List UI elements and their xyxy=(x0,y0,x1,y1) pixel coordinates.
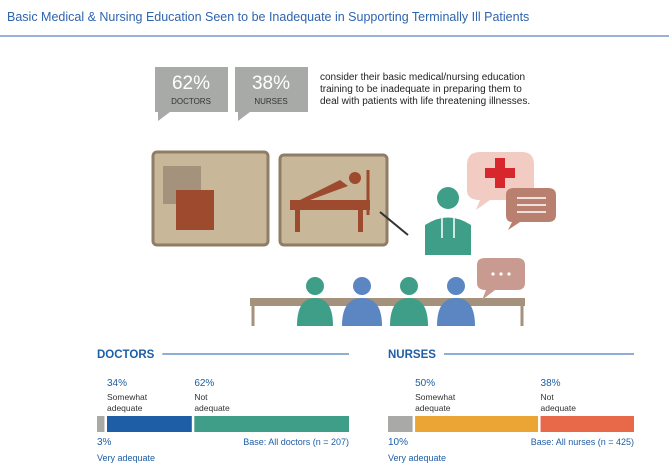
segment-label: Very adequate xyxy=(388,453,446,463)
value-label: 50% xyxy=(415,378,435,389)
base-note: Base: All nurses (n = 425) xyxy=(531,437,634,447)
bar-segment xyxy=(415,416,539,432)
segment-label: Very adequate xyxy=(97,453,155,463)
segment-label: Somewhat adequate xyxy=(107,392,148,413)
value-label: 38% xyxy=(541,378,561,389)
callout-group: NURSES xyxy=(254,97,287,106)
bar-segment xyxy=(194,416,349,432)
bar-segment xyxy=(540,416,634,432)
callout-figure: 62% xyxy=(172,73,210,94)
bar-segment xyxy=(106,416,192,432)
segment-label: Not adequate xyxy=(541,392,577,413)
page-title: Basic Medical & Nursing Education Seen t… xyxy=(7,10,529,24)
bar-segment xyxy=(97,416,105,432)
segment-label: Somewhat adequate xyxy=(415,392,456,413)
bar-segment xyxy=(388,416,413,432)
callout-group: DOCTORS xyxy=(171,97,211,106)
value-label: 10% xyxy=(388,437,408,448)
callout-text: deal with patients with life threatening… xyxy=(320,96,530,107)
callout-text: training to be inadequate in preparing t… xyxy=(320,84,522,95)
callout-nurses: 38% NURSES xyxy=(235,67,308,121)
callout-doctors: 62% DOCTORS xyxy=(155,67,228,121)
callout-figure: 38% xyxy=(252,73,290,94)
value-label: 3% xyxy=(97,437,112,448)
base-note: Base: All doctors (n = 207) xyxy=(243,437,349,447)
chart-title: NURSES xyxy=(388,349,436,361)
chart-title: DOCTORS xyxy=(97,349,155,361)
segment-label: Not adequate xyxy=(194,392,230,413)
illustration xyxy=(151,150,556,326)
callout-text: consider their basic medical/nursing edu… xyxy=(320,72,525,83)
value-label: 62% xyxy=(194,378,214,389)
value-label: 34% xyxy=(107,378,127,389)
